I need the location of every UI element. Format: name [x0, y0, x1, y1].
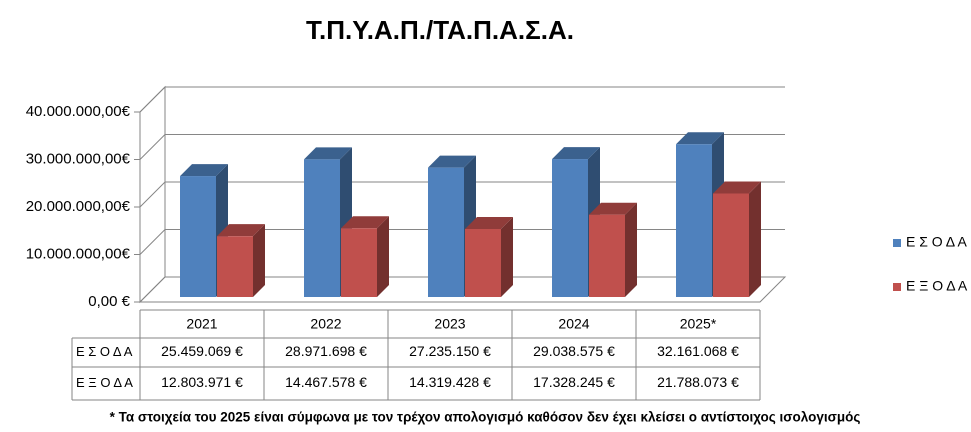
bar-side — [377, 216, 389, 297]
bar-side — [625, 202, 637, 297]
y-tick-label: 30.000.000,00€ — [26, 150, 131, 167]
y-tick-label: 10.000.000,00€ — [26, 245, 131, 262]
bar-top — [589, 202, 637, 215]
bar — [465, 228, 501, 297]
x-tick-label: 2022 — [310, 316, 341, 332]
footnote: * Τα στοιχεία του 2025 είναι σύμφωνα με … — [110, 410, 861, 425]
bar — [713, 193, 749, 297]
table-cell: 29.038.575 € — [533, 343, 615, 359]
table-cell: 28.971.698 € — [285, 343, 367, 359]
bar-top — [552, 147, 600, 160]
table-cell: 14.467.578 € — [285, 374, 367, 390]
bar-top — [217, 224, 265, 237]
table-cell: 12.803.971 € — [161, 374, 243, 390]
bar-top — [428, 155, 476, 168]
table-cell: 21.788.073 € — [657, 374, 739, 390]
bar-side — [253, 224, 265, 297]
bar-top — [304, 147, 352, 160]
x-tick-label: 2025* — [680, 316, 717, 332]
table-cell: 14.319.428 € — [409, 374, 491, 390]
bar — [304, 159, 340, 297]
bar-top — [465, 216, 513, 229]
bar-side — [749, 181, 761, 297]
bar — [552, 159, 588, 297]
table-cell: 25.459.069 € — [161, 343, 243, 359]
bar-top — [676, 132, 724, 145]
bar — [428, 167, 464, 297]
table-row-label: Ε Ξ Ο Δ Α — [76, 375, 133, 390]
bar — [676, 144, 712, 297]
bar-top — [341, 216, 389, 229]
y-tick-label: 40.000.000,00€ — [26, 103, 131, 120]
table-cell: 27.235.150 € — [409, 343, 491, 359]
bar — [180, 176, 216, 297]
grid-line — [139, 134, 785, 160]
bar-top — [713, 181, 761, 194]
bar — [589, 214, 625, 297]
bar — [217, 236, 253, 297]
x-tick-label: 2021 — [186, 316, 217, 332]
x-tick-label: 2023 — [434, 316, 465, 332]
table-cell: 17.328.245 € — [533, 374, 615, 390]
chart-title: Τ.Π.Υ.Α.Π./ΤΑ.Π.Α.Σ.Α. — [306, 15, 574, 45]
grid-line — [139, 86, 785, 113]
bar-side — [501, 216, 513, 297]
y-tick-label: 0,00 € — [88, 293, 130, 310]
bar — [341, 228, 377, 297]
table-cell: 32.161.068 € — [657, 343, 739, 359]
x-tick-label: 2024 — [558, 316, 589, 332]
legend-label: Ε Ξ Ο Δ Α — [906, 278, 968, 294]
bar-top — [180, 164, 228, 177]
legend-swatch — [893, 239, 901, 247]
y-tick-label: 20.000.000,00€ — [26, 198, 131, 215]
table-row-label: Ε Σ Ο Δ Α — [76, 344, 133, 359]
legend-label: Ε Σ Ο Δ Α — [906, 234, 967, 250]
legend-swatch — [893, 283, 901, 291]
